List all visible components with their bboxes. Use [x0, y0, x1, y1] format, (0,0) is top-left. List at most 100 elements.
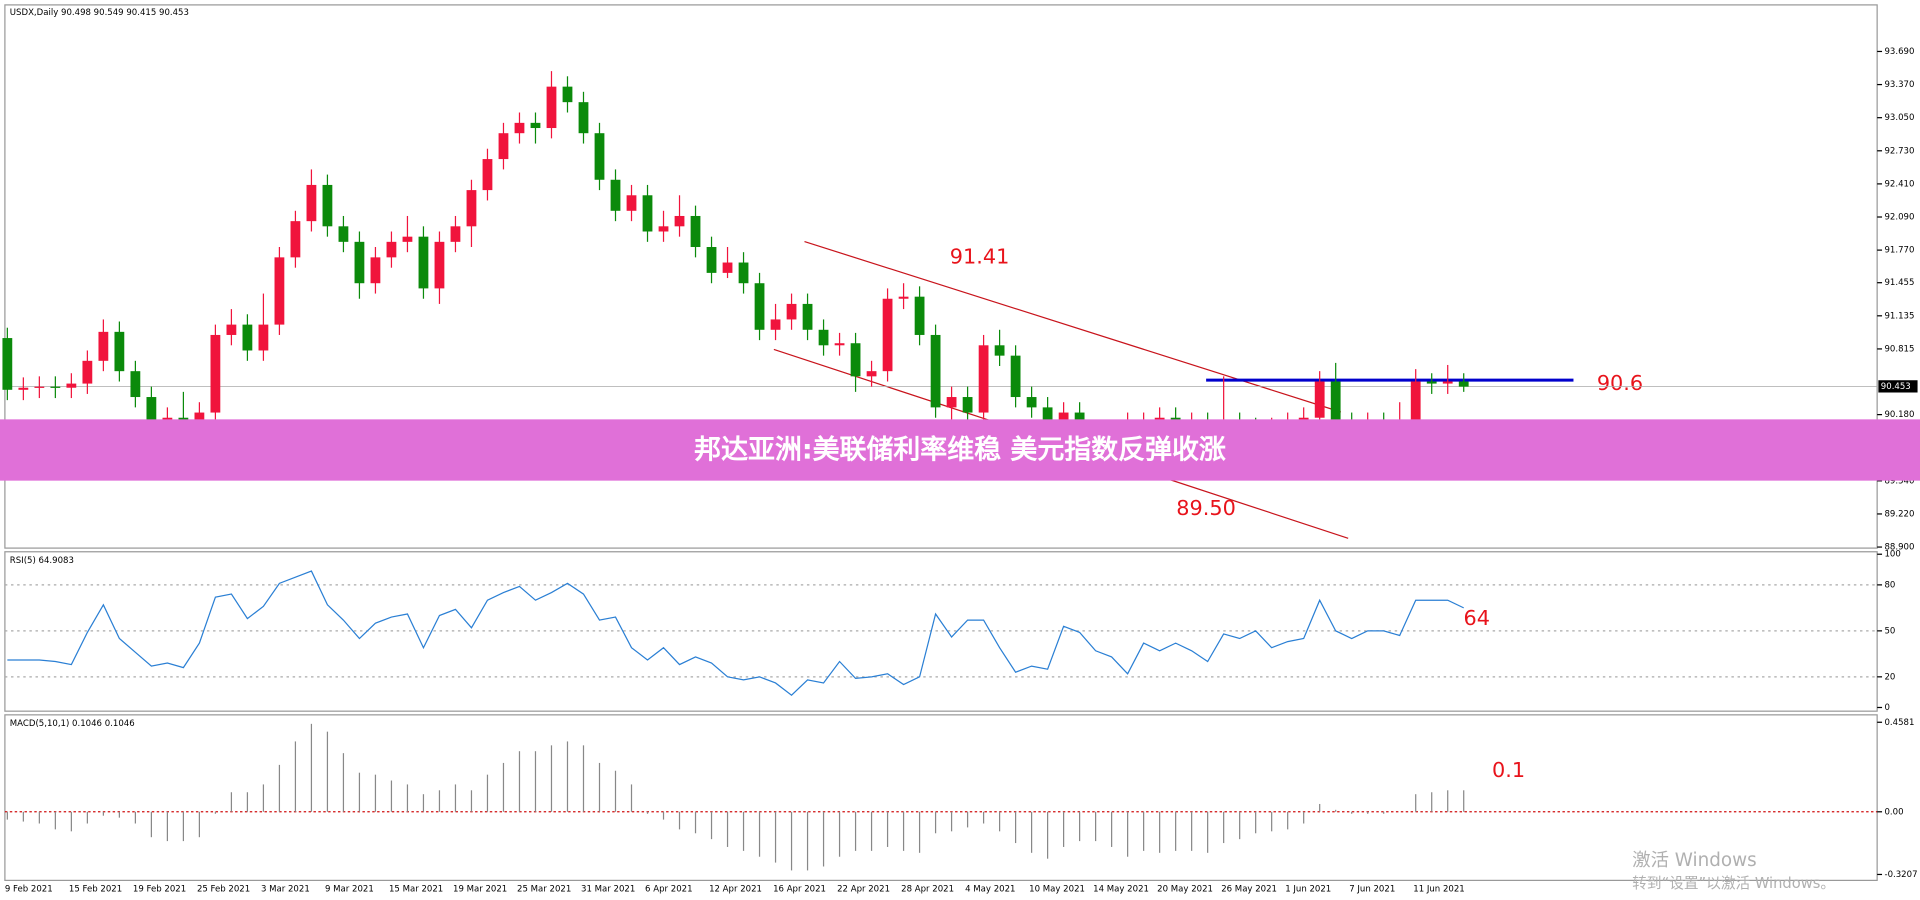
- macd-panel: [4, 714, 1878, 881]
- watermark-subtitle: 转到“设置”以激活 Windows。: [1632, 875, 1835, 892]
- x-tick-label: 16 Apr 2021: [773, 884, 826, 894]
- x-tick-label: 22 Apr 2021: [837, 884, 890, 894]
- candle-body: [2, 338, 13, 390]
- y-tick-label: 92.410: [1884, 179, 1914, 189]
- candle-body: [786, 303, 797, 320]
- y-tick-label: 89.220: [1884, 509, 1914, 519]
- y-tick-label: 91.455: [1884, 278, 1914, 288]
- x-tick-label: 14 May 2021: [1093, 884, 1149, 894]
- x-tick-label: 3 Mar 2021: [261, 884, 310, 894]
- candle-body: [354, 241, 365, 284]
- candle-body: [1442, 381, 1453, 384]
- candle-body: [946, 397, 957, 408]
- candle-body: [34, 386, 45, 388]
- x-tick-label: 11 Jun 2021: [1413, 884, 1464, 894]
- annotation: 90.6: [1597, 371, 1643, 395]
- candle-body: [434, 241, 445, 289]
- last-price-box: [1878, 380, 1918, 393]
- candle-body: [18, 387, 29, 390]
- candle-body: [194, 412, 205, 423]
- candle-body: [162, 417, 173, 421]
- candle-body: [1458, 381, 1469, 387]
- candle-body: [386, 241, 397, 258]
- candle-body: [610, 179, 621, 211]
- candle-body: [1010, 355, 1021, 398]
- candle-body: [706, 247, 717, 273]
- x-tick-label: 31 Mar 2021: [581, 884, 635, 894]
- annotation: 64: [1463, 606, 1489, 630]
- candle-body: [82, 360, 93, 384]
- y-tick-label: 92.090: [1884, 213, 1914, 223]
- candle-body: [322, 184, 333, 227]
- x-tick-label: 19 Feb 2021: [133, 884, 186, 894]
- candle-body: [210, 334, 221, 413]
- x-tick-label: 7 Jun 2021: [1349, 884, 1395, 894]
- x-tick-label: 6 Apr 2021: [645, 884, 692, 894]
- x-tick-label: 25 Feb 2021: [197, 884, 250, 894]
- candle-body: [658, 226, 669, 232]
- y-tick-label: 90.815: [1884, 344, 1914, 354]
- y-tick-label: 91.135: [1884, 311, 1914, 321]
- x-tick-label: 15 Mar 2021: [389, 884, 443, 894]
- panel-title: RSI(5) 64.9083: [10, 556, 74, 566]
- candle-body: [962, 397, 973, 413]
- y-tick-label: 93.370: [1884, 80, 1914, 90]
- candle-body: [722, 262, 733, 273]
- candle-body: [994, 345, 1005, 356]
- candle-body: [242, 324, 253, 351]
- candle-body: [802, 303, 813, 330]
- main-panel: [4, 4, 1878, 549]
- candle-body: [258, 324, 269, 351]
- candle-body: [306, 184, 317, 222]
- candle-body: [1410, 381, 1421, 423]
- candle-body: [562, 86, 573, 103]
- y-tick-label: 92.730: [1884, 146, 1914, 156]
- y-tick-label: 93.050: [1884, 113, 1914, 123]
- y-tick-label: 88.900: [1884, 543, 1914, 553]
- candle-body: [146, 397, 157, 421]
- y-tick-label: 0: [1884, 703, 1889, 713]
- x-tick-label: 4 May 2021: [965, 884, 1015, 894]
- candle-body: [466, 190, 477, 227]
- annotation: 91.41: [950, 244, 1010, 268]
- y-tick-label: 20: [1884, 672, 1895, 682]
- x-tick-label: 9 Mar 2021: [325, 884, 374, 894]
- candle-body: [274, 257, 285, 325]
- candle-body: [50, 386, 61, 388]
- y-tick-label: 80: [1884, 580, 1895, 590]
- annotation: 0.1: [1492, 758, 1525, 782]
- candle-body: [754, 283, 765, 330]
- candle-body: [914, 296, 925, 335]
- candle-body: [546, 86, 557, 129]
- candle-body: [594, 133, 605, 180]
- panel-title: MACD(5,10,1) 0.1046 0.1046: [10, 719, 135, 729]
- candle-body: [290, 221, 301, 258]
- x-tick-label: 10 May 2021: [1029, 884, 1085, 894]
- candle-body: [866, 371, 877, 377]
- candle-body: [402, 236, 413, 242]
- candle-body: [418, 236, 429, 289]
- candle-body: [738, 262, 749, 284]
- candle-body: [882, 298, 893, 372]
- candle-body: [1042, 407, 1053, 423]
- last-price-label: 90.453: [1881, 382, 1911, 392]
- y-tick-label: 50: [1884, 626, 1895, 636]
- rsi-line: [7, 570, 1464, 697]
- candle-body: [482, 159, 493, 191]
- candle-body: [930, 334, 941, 408]
- x-tick-label: 25 Mar 2021: [517, 884, 571, 894]
- banner-text: 邦达亚洲:美联储利率维稳 美元指数反弹收涨: [694, 434, 1226, 466]
- channel-upper: [804, 240, 1342, 413]
- candle-body: [626, 195, 637, 211]
- candle-body: [1426, 381, 1437, 384]
- rsi-panel: [4, 551, 1878, 712]
- y-tick-label: 93.690: [1884, 47, 1914, 57]
- x-tick-label: 9 Feb 2021: [5, 884, 53, 894]
- candle-body: [370, 257, 381, 284]
- candle-body: [498, 133, 509, 160]
- x-tick-label: 1 Jun 2021: [1285, 884, 1331, 894]
- y-tick-label: 90.180: [1884, 410, 1914, 420]
- x-tick-label: 15 Feb 2021: [69, 884, 122, 894]
- candle-body: [578, 102, 589, 134]
- x-tick-label: 26 May 2021: [1221, 884, 1277, 894]
